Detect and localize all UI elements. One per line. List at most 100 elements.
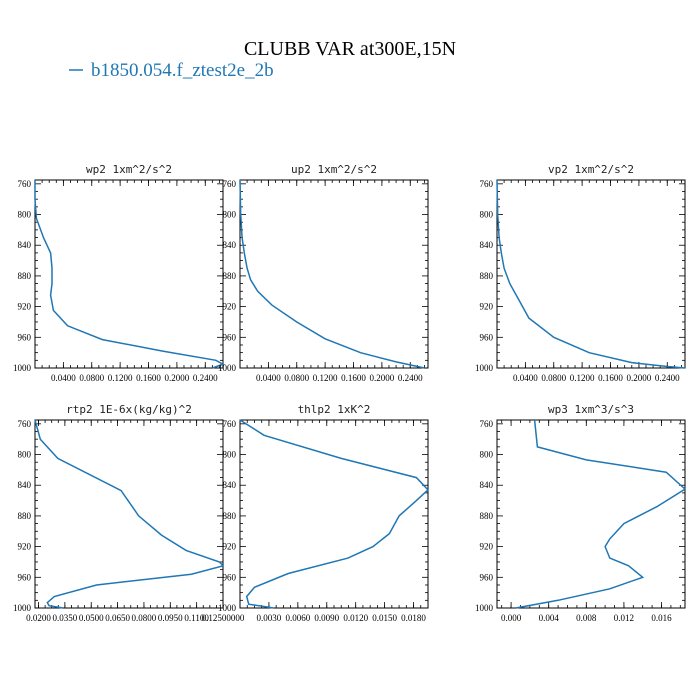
- y-tick-label: 960: [480, 572, 494, 582]
- y-tick-label: 920: [223, 302, 237, 312]
- y-tick-label: 840: [223, 480, 237, 490]
- panel-grid: wp2 1xm^2/s^2 760 800 840 880 920 960 1000 0.040…: [13, 163, 687, 623]
- legend-label: b1850.054.f_ztest2e_2b: [91, 60, 274, 81]
- y-tick-label: 920: [18, 542, 32, 552]
- y-tick-label: 960: [223, 332, 237, 342]
- y-tick-label: 1000: [218, 363, 237, 373]
- series-line-2: [239, 179, 425, 369]
- chart-panel-1: wp2 1xm^2/s^2 760 800 840 880 920 960 1000 0.040…: [13, 163, 225, 383]
- chart-panel-3: vp2 1xm^2/s^2 760 800 840 880 920 960 1000 0.040…: [475, 163, 686, 383]
- y-tick-label: 800: [223, 210, 237, 220]
- x-tick-label: 0.1200: [313, 373, 338, 383]
- y-tick-label: 760: [18, 179, 32, 189]
- chart-panel-4: rtp2 1E-6x(kg/kg)^2 760 800 840 880 920 960 100…: [13, 403, 245, 623]
- x-tick-label: 0.008: [576, 613, 597, 623]
- x-tick-label: 0.0090: [314, 613, 339, 623]
- x-tick-label: 0.2400: [193, 373, 218, 383]
- panel-title: rtp2 1E-6x(kg/kg)^2: [66, 403, 192, 416]
- y-tick-label: 1000: [13, 603, 32, 613]
- x-tick-label: 0.0400: [256, 373, 281, 383]
- x-tick-label: 0.0950: [158, 613, 183, 623]
- x-tick-label: 0.2000: [370, 373, 395, 383]
- y-tick-label: 880: [223, 271, 237, 281]
- plot-frame: [496, 419, 686, 609]
- series-line-4: [34, 419, 225, 609]
- x-tick-label: 0.0800: [541, 373, 566, 383]
- y-tick-label: 840: [480, 480, 494, 490]
- y-tick-label: 800: [18, 210, 32, 220]
- x-tick-label: 0.0350: [52, 613, 77, 623]
- plot-frame: [496, 179, 686, 369]
- x-tick-label: 0.1600: [598, 373, 623, 383]
- series-line-1: [34, 180, 225, 369]
- x-tick-label: 0.2400: [398, 373, 423, 383]
- x-tick-label: 0.2000: [165, 373, 190, 383]
- panel-title: up2 1xm^2/s^2: [291, 163, 377, 176]
- x-tick-label: 0.0800: [79, 373, 104, 383]
- legend: b1850.054.f_ztest2e_2b: [69, 60, 274, 81]
- plot-frame: [239, 179, 429, 369]
- x-tick-label: 0.0180: [401, 613, 426, 623]
- y-tick-label: 800: [223, 450, 237, 460]
- y-tick-label: 760: [480, 419, 494, 429]
- y-tick-label: 880: [18, 271, 32, 281]
- y-tick-label: 880: [480, 511, 494, 521]
- series-line-5: [239, 419, 430, 609]
- y-tick-label: 800: [18, 450, 32, 460]
- y-tick-label: 760: [480, 179, 494, 189]
- x-tick-label: 0.0400: [51, 373, 76, 383]
- x-tick-label: 0.0200: [26, 613, 51, 623]
- x-tick-label: 0.012: [614, 613, 634, 623]
- y-tick-label: 1000: [475, 363, 494, 373]
- y-tick-label: 840: [18, 240, 32, 250]
- y-tick-label: 920: [18, 302, 32, 312]
- y-tick-label: 880: [223, 511, 237, 521]
- x-tick-label: 0.0650: [105, 613, 130, 623]
- x-tick-label: 0.0120: [343, 613, 368, 623]
- x-tick-label: 0.0150: [372, 613, 397, 623]
- y-tick-label: 920: [480, 542, 494, 552]
- y-tick-label: 1000: [218, 603, 237, 613]
- chart-panel-6: wp3 1xm^3/s^3 760 800 840 880 920 960 1000 0.000…: [475, 403, 687, 623]
- x-tick-label: 0.0800: [132, 613, 157, 623]
- y-tick-label: 1000: [13, 363, 32, 373]
- x-tick-label: 0.000: [501, 613, 522, 623]
- chart-panel-2: up2 1xm^2/s^2 760 800 840 880 920 960 1000 0.040…: [218, 163, 429, 383]
- plot-frame: [34, 419, 224, 609]
- y-tick-label: 960: [480, 332, 494, 342]
- y-tick-label: 760: [223, 419, 237, 429]
- panel-title: thlp2 1xK^2: [298, 403, 371, 416]
- y-tick-label: 800: [480, 210, 494, 220]
- y-tick-label: 840: [223, 240, 237, 250]
- y-tick-label: 840: [18, 480, 32, 490]
- x-tick-label: 0.1600: [136, 373, 161, 383]
- y-tick-label: 920: [223, 542, 237, 552]
- series-line-3: [496, 179, 686, 369]
- x-tick-label: 0.12500000: [202, 613, 245, 623]
- panel-title: wp3 1xm^3/s^3: [548, 403, 634, 416]
- x-tick-label: 0.1200: [570, 373, 595, 383]
- y-tick-label: 960: [18, 332, 32, 342]
- y-tick-label: 800: [480, 450, 494, 460]
- y-tick-label: 920: [480, 302, 494, 312]
- x-tick-label: 0.0400: [513, 373, 538, 383]
- plot-frame: [239, 419, 429, 609]
- y-tick-label: 960: [223, 572, 237, 582]
- y-tick-label: 760: [18, 419, 32, 429]
- x-tick-label: 0.2400: [655, 373, 680, 383]
- figure-title: CLUBB VAR at300E,15N: [244, 38, 456, 60]
- x-tick-label: 0.0500: [79, 613, 104, 623]
- series-line-6: [515, 419, 687, 609]
- x-tick-label: 0.2000: [627, 373, 652, 383]
- y-tick-label: 1000: [475, 603, 494, 613]
- y-tick-label: 880: [18, 511, 32, 521]
- panel-title: wp2 1xm^2/s^2: [86, 163, 172, 176]
- y-tick-label: 840: [480, 240, 494, 250]
- x-tick-label: 0.1600: [341, 373, 366, 383]
- y-tick-label: 880: [480, 271, 494, 281]
- chart-panel-5: thlp2 1xK^2 760 800 840 880 920 960 1000 0.0030 0…: [218, 403, 430, 623]
- panel-title: vp2 1xm^2/s^2: [548, 163, 634, 176]
- x-tick-label: 0.0030: [257, 613, 282, 623]
- x-tick-label: 0.1200: [108, 373, 133, 383]
